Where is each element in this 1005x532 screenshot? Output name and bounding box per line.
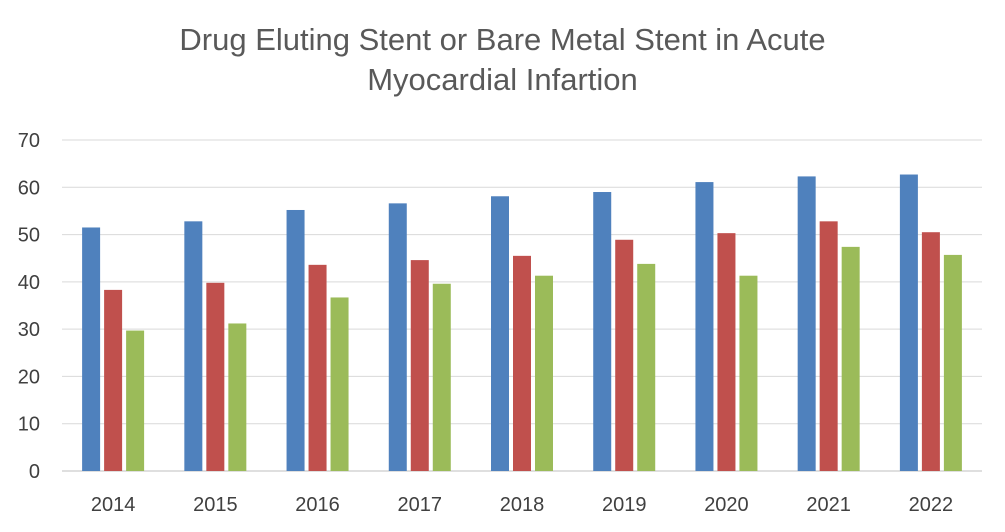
y-tick-label: 10 (18, 414, 40, 436)
bar-2022-series-1 (899, 174, 918, 472)
bar-2014-series-3 (126, 330, 145, 471)
x-tick-label: 2017 (398, 494, 443, 516)
x-tick-label: 2016 (295, 494, 340, 516)
bar-2022-series-3 (943, 254, 962, 471)
y-tick-label: 30 (18, 319, 40, 341)
bar-2016-series-2 (308, 264, 327, 471)
y-tick-label: 20 (18, 366, 40, 388)
bar-2017-series-1 (388, 203, 407, 471)
bar-2018-series-2 (513, 255, 531, 471)
chart-title: Drug Eluting Stent or Bare Metal Stent i… (0, 20, 1005, 100)
bar-2014-series-1 (82, 227, 101, 471)
chart-title-line-2: Myocardial Infartion (367, 62, 638, 97)
y-tick-label: 50 (18, 225, 40, 247)
bar-2021-series-3 (841, 246, 860, 471)
bar-2020-series-2 (717, 233, 736, 471)
bar-2019-series-3 (637, 263, 656, 471)
x-tick-label: 2015 (193, 494, 238, 516)
bar-2014-series-2 (104, 289, 123, 471)
x-tick-label: 2021 (806, 494, 851, 516)
x-tick-label: 2019 (602, 494, 647, 516)
bar-2015-series-2 (206, 282, 225, 471)
x-tick-label: 2020 (704, 494, 749, 516)
bar-2020-series-1 (695, 182, 714, 471)
y-tick-label: 0 (29, 461, 40, 483)
bar-2018-series-3 (535, 275, 553, 471)
bar-2015-series-1 (184, 221, 203, 471)
y-tick-label: 40 (18, 272, 40, 294)
bar-2020-series-3 (739, 275, 758, 471)
x-tick-label: 2022 (909, 494, 954, 516)
bar-2017-series-3 (432, 283, 451, 471)
bar-2019-series-2 (615, 239, 634, 471)
y-tick-label: 70 (18, 130, 40, 152)
chart-title-line-1: Drug Eluting Stent or Bare Metal Stent i… (179, 22, 826, 57)
x-tick-label: 2018 (500, 494, 545, 516)
bar-2021-series-1 (797, 176, 816, 471)
bar-2017-series-2 (410, 260, 429, 471)
bar-2019-series-1 (593, 192, 612, 471)
bar-2015-series-3 (228, 323, 247, 471)
x-tick-label: 2014 (91, 494, 136, 516)
bar-2022-series-2 (921, 232, 940, 471)
bar-2021-series-2 (819, 221, 838, 471)
y-tick-label: 60 (18, 177, 40, 199)
bar-2016-series-1 (286, 209, 305, 472)
bar-2016-series-3 (330, 297, 349, 471)
bar-2018-series-1 (491, 196, 509, 471)
